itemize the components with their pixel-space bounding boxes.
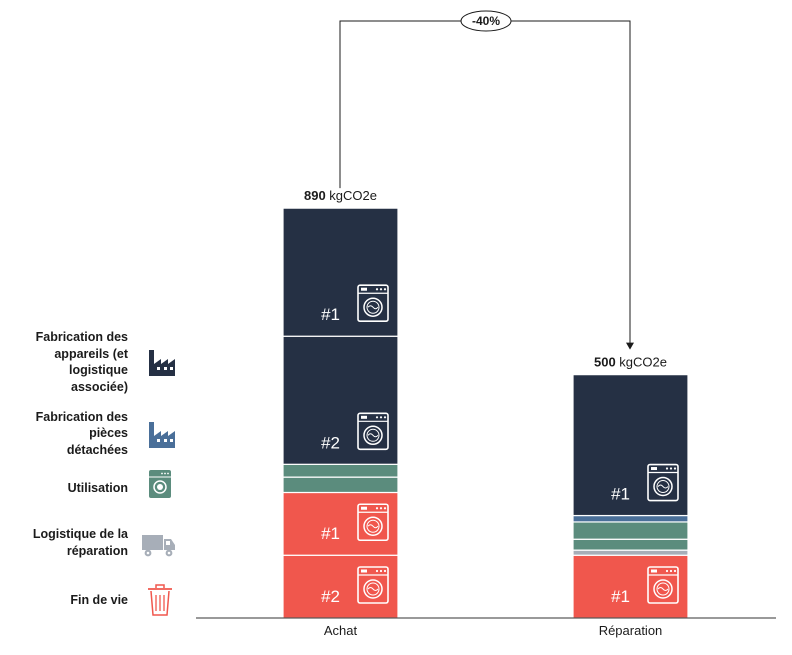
legend-label: Fabrication des <box>36 330 128 344</box>
category-label: Réparation <box>599 623 663 638</box>
washing-machine-icon <box>357 284 389 323</box>
trash-icon <box>148 584 172 616</box>
legend-label: Fin de vie <box>70 593 128 607</box>
legend-label: réparation <box>67 544 128 558</box>
legend-label: pièces <box>89 426 128 440</box>
delta-badge <box>460 10 512 32</box>
bar-segment <box>282 554 399 619</box>
bar-segment <box>282 463 399 478</box>
segment-rank-label: #2 <box>321 433 340 452</box>
bar-segment <box>572 538 689 551</box>
bar-segment <box>572 514 689 523</box>
delta-arrow: -40% <box>339 10 634 350</box>
bar-segment <box>572 374 689 517</box>
factory-icon <box>149 350 175 376</box>
category-labels: Achat Réparation <box>324 623 662 638</box>
delta-label: -40% <box>472 14 500 28</box>
washing-machine-icon <box>647 566 679 604</box>
washing-machine-icon <box>149 470 171 498</box>
bar-segment <box>572 549 689 556</box>
factory-icon <box>149 422 175 448</box>
washing-machine-icon <box>647 463 679 502</box>
legend-label: appareils (et <box>54 347 128 361</box>
segment-rank-label: #2 <box>321 587 340 606</box>
legend-label: associée) <box>71 380 128 394</box>
legend-label: Utilisation <box>68 481 128 495</box>
bar-segment <box>282 207 399 337</box>
segment-rank-label: #1 <box>321 305 340 324</box>
bar-segment <box>572 554 689 619</box>
truck-icon <box>142 535 175 557</box>
bar-segment <box>282 335 399 465</box>
category-label: Achat <box>324 623 358 638</box>
legend-label: Fabrication des <box>36 410 128 424</box>
segment-rank-label: #1 <box>611 587 630 606</box>
bar-segment <box>282 476 399 494</box>
segment-rank-label: #1 <box>321 524 340 543</box>
legend-label: Logistique de la <box>33 527 129 541</box>
legend-item: Fin de vie <box>70 584 172 616</box>
legend-item: Fabrication des pièces détachées <box>36 410 175 457</box>
washing-machine-icon <box>357 503 389 542</box>
bar-segment <box>572 521 689 540</box>
legend-item: Logistique de la réparation <box>33 527 175 558</box>
washing-machine-icon <box>357 566 389 604</box>
legend-label: logistique <box>69 363 128 377</box>
bar-stack: #1 #1 <box>572 374 689 619</box>
bar-segment <box>282 491 399 556</box>
legend: Fabrication des appareils (et logistique as… <box>33 330 175 616</box>
bars: #2 #1 #2 #1 #1 #1 <box>282 207 689 619</box>
bar-stack: #2 #1 #2 #1 <box>282 207 399 619</box>
legend-item: Fabrication des appareils (et logistique as… <box>36 330 175 394</box>
segment-rank-label: #1 <box>611 485 630 504</box>
legend-label: détachées <box>67 443 128 457</box>
total-label: 890 kgCO2e <box>304 188 377 203</box>
arrow-head-icon <box>626 342 634 350</box>
legend-item: Utilisation <box>68 470 171 498</box>
total-label: 500 kgCO2e <box>594 355 667 370</box>
total-labels: 890 kgCO2e 500 kgCO2e <box>304 188 667 370</box>
washing-machine-icon <box>357 412 389 451</box>
